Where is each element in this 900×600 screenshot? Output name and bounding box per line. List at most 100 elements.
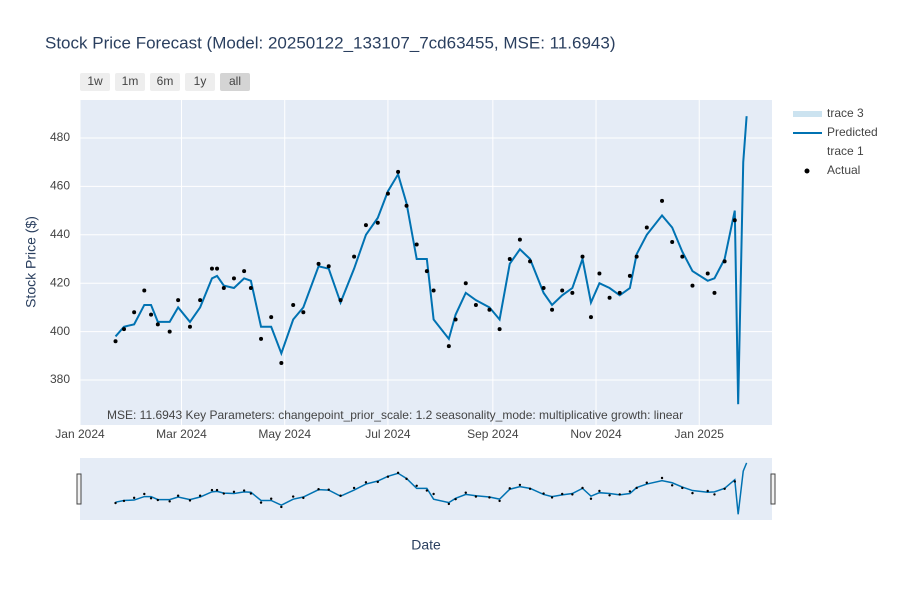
actual-point [732,218,737,223]
y-tick-label: 420 [50,275,70,289]
preview-point [269,497,273,500]
preview-point [242,489,246,492]
actual-point [588,315,593,320]
actual-point [660,198,665,203]
actual-point [209,266,214,271]
preview-point [550,496,554,499]
actual-point [248,286,253,291]
preview-point [376,480,379,484]
preview-point [339,494,342,497]
actual-point [487,307,492,312]
actual-point [541,286,546,291]
preview-point [571,493,574,496]
preview-point [691,491,694,495]
actual-point [550,307,555,312]
legend-label[interactable]: trace 1 [827,144,864,158]
plot-area [80,100,772,425]
actual-point [712,290,717,295]
actual-point [414,242,419,247]
preview-point [291,495,295,498]
actual-point [375,220,380,225]
preview-point [589,497,593,500]
legend-swatch[interactable] [804,168,810,174]
actual-point [473,302,478,307]
preview-point [396,471,400,475]
actual-point [634,254,639,259]
actual-point [269,315,274,320]
actual-point [338,298,343,303]
actual-point [316,261,321,266]
y-tick-label: 440 [50,227,70,241]
actual-point [132,310,137,315]
actual-point [231,276,236,281]
preview-point [176,494,180,497]
actual-point [507,256,512,261]
preview-point [386,475,390,478]
preview-point [156,498,160,502]
preview-point [660,476,664,480]
preview-point [188,499,192,502]
preview-point [168,500,171,503]
range-slider-preview [114,462,748,515]
preview-point [122,499,126,503]
preview-point [259,501,263,504]
actual-point [453,317,458,322]
preview-point [474,495,478,498]
actual-point [517,237,522,242]
preview-point [488,496,491,499]
y-axis-label: Stock Price ($) [23,216,39,308]
x-tick-label: Sep 2024 [467,427,519,441]
range-button[interactable] [185,73,215,91]
actual-point [187,324,192,329]
preview-point [635,486,638,490]
preview-point [645,481,648,484]
actual-point [242,269,247,274]
range-slider-handle[interactable] [76,473,82,505]
range-button[interactable] [115,73,145,91]
preview-point [508,487,511,490]
x-tick-label: May 2024 [258,427,311,441]
range-button-label[interactable]: 6m [157,74,174,88]
legend-label[interactable]: trace 3 [827,106,864,120]
x-tick-label: Jul 2024 [365,427,411,441]
y-tick-label: 480 [50,130,70,144]
actual-point [326,264,331,269]
actual-point [363,223,368,228]
actual-point [352,254,357,259]
actual-point [597,271,602,276]
actual-point [528,259,533,264]
range-button[interactable] [80,73,110,91]
actual-point [497,327,502,332]
actual-point [627,273,632,278]
actual-point [167,329,172,334]
preview-point [598,489,601,493]
preview-point [733,480,736,483]
preview-point [518,483,522,487]
range-button-label[interactable]: 1w [87,74,103,88]
preview-point [581,486,584,490]
actual-point [560,288,565,293]
range-button-label[interactable]: 1m [122,74,139,88]
range-button[interactable] [150,73,180,91]
preview-point [608,494,611,497]
actual-point [617,290,622,295]
x-tick-label: Jan 2025 [675,427,725,441]
preview-point [302,496,305,500]
actual-point [670,240,675,245]
range-button-label[interactable]: 1y [194,74,207,88]
actual-point [690,283,695,288]
range-button[interactable] [220,73,250,91]
preview-point [232,490,236,494]
actual-point [198,298,203,303]
actual-point [463,281,468,286]
range-slider-handle[interactable] [770,473,776,505]
preview-point [249,492,253,495]
preview-point [713,493,716,496]
preview-point [198,494,202,497]
range-selector: 1w 1m 6m 1y all [80,73,250,91]
actual-point [301,310,306,315]
preview-point [723,487,726,491]
legend-label[interactable]: Predicted [827,125,878,139]
legend-label[interactable]: Actual [827,163,860,177]
range-button-label[interactable]: all [229,74,241,88]
